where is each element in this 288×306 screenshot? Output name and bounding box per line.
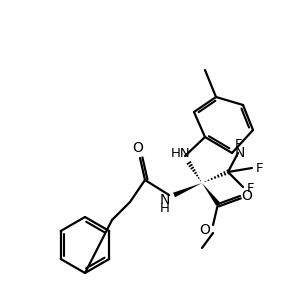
Text: O: O — [200, 223, 211, 237]
Polygon shape — [202, 183, 220, 206]
Text: H: H — [160, 201, 170, 215]
Text: F: F — [235, 137, 243, 151]
Text: N: N — [160, 193, 170, 207]
Text: O: O — [242, 189, 253, 203]
Text: HN: HN — [171, 147, 191, 159]
Text: O: O — [132, 141, 143, 155]
Text: F: F — [247, 182, 255, 196]
Text: N: N — [235, 146, 245, 160]
Polygon shape — [173, 183, 202, 197]
Text: F: F — [256, 162, 264, 174]
